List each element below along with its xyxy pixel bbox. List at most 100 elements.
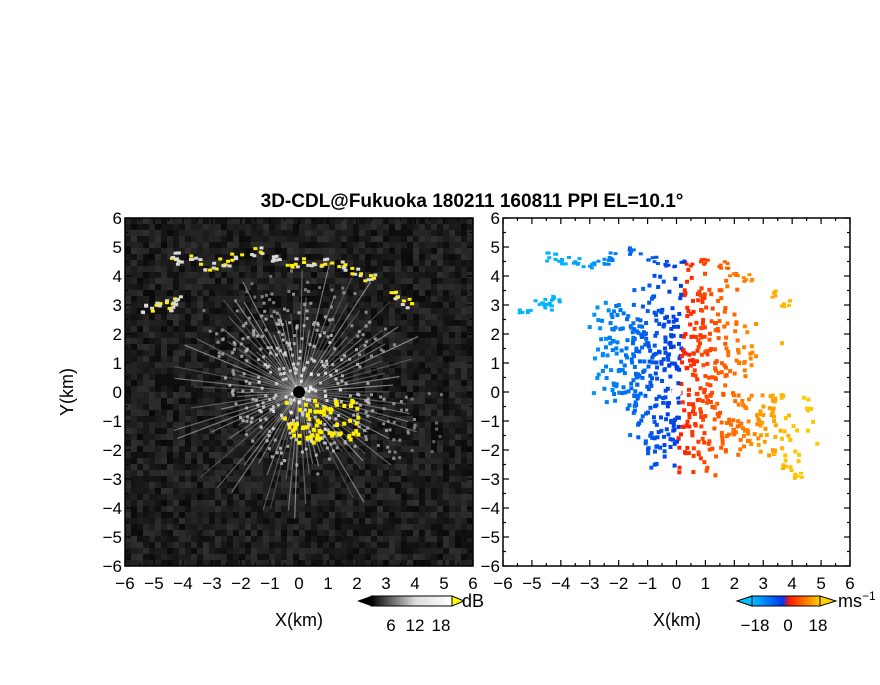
noise-cell [449, 350, 455, 356]
noise-cell [383, 266, 389, 272]
noise-cell [371, 308, 377, 314]
noise-cell [419, 494, 425, 500]
velocity-pixel [596, 260, 600, 263]
noise-cell [149, 482, 155, 488]
velocity-pixel [611, 348, 615, 352]
velocity-pixel [702, 390, 706, 394]
noise-cell [185, 302, 191, 308]
noise-cell [155, 560, 161, 566]
velocity-pixel [629, 382, 633, 386]
noise-cell [197, 362, 203, 368]
noise-cell [377, 482, 383, 488]
velocity-pixel [660, 310, 664, 314]
velocity-pixel [615, 340, 619, 344]
velocity-pixel [632, 354, 636, 358]
noise-cell [311, 254, 317, 260]
noise-cell [161, 248, 167, 254]
noise-cell [329, 536, 335, 542]
noise-cell [137, 398, 143, 404]
echo-high-patch [286, 264, 290, 267]
noise-cell [167, 464, 173, 470]
noise-cell [197, 392, 203, 398]
echo-arc-patch [275, 255, 279, 258]
y-tick-label: −6 [103, 557, 122, 576]
noise-cell [467, 452, 473, 458]
x-tick-label: −1 [260, 574, 279, 593]
noise-cell [149, 284, 155, 290]
velocity-pixel [620, 349, 624, 353]
noise-cell [155, 440, 161, 446]
noise-cell [155, 218, 161, 224]
noise-cell [131, 398, 137, 404]
noise-cell [257, 554, 263, 560]
noise-cell [467, 248, 473, 254]
noise-cell [299, 554, 305, 560]
velocity-pixel [784, 459, 788, 463]
noise-cell [407, 326, 413, 332]
echo-speckle [324, 442, 327, 445]
velocity-pixel [670, 334, 674, 338]
noise-cell [455, 536, 461, 542]
echo-speckle [240, 342, 243, 345]
noise-cell [155, 548, 161, 554]
noise-cell [275, 290, 281, 296]
x-tick-label: 4 [410, 574, 419, 593]
noise-cell [167, 434, 173, 440]
velocity-pixel [632, 303, 636, 307]
noise-cell [425, 548, 431, 554]
noise-cell [461, 560, 467, 566]
noise-cell [455, 518, 461, 524]
noise-cell [455, 506, 461, 512]
noise-cell [371, 236, 377, 242]
noise-cell [377, 272, 383, 278]
echo-speckle [366, 382, 369, 385]
noise-cell [257, 230, 263, 236]
noise-cell [149, 356, 155, 362]
noise-cell [329, 500, 335, 506]
noise-cell [221, 332, 227, 338]
noise-cell [209, 524, 215, 530]
velocity-pixel [733, 399, 737, 403]
noise-cell [425, 278, 431, 284]
noise-cell [185, 266, 191, 272]
noise-cell [461, 404, 467, 410]
velocity-pixel [727, 433, 731, 437]
noise-cell [347, 560, 353, 566]
x-tick-label: −5 [144, 574, 163, 593]
noise-cell [257, 302, 263, 308]
noise-cell [203, 548, 209, 554]
noise-cell [311, 554, 317, 560]
noise-cell [173, 506, 179, 512]
noise-cell [419, 398, 425, 404]
echo-high-patch [313, 399, 317, 403]
echo-speckle [328, 341, 331, 344]
noise-cell [215, 434, 221, 440]
velocity-pixel [645, 385, 649, 389]
noise-cell [395, 242, 401, 248]
velocity-pixel [708, 338, 712, 342]
velocity-pixel [706, 259, 710, 262]
noise-cell [395, 272, 401, 278]
noise-cell [461, 512, 467, 518]
echo-high-patch [355, 407, 359, 411]
noise-cell [455, 350, 461, 356]
noise-cell [131, 326, 137, 332]
noise-cell [167, 446, 173, 452]
echo-speckle [300, 374, 303, 377]
noise-cell [407, 266, 413, 272]
noise-cell [419, 242, 425, 248]
echo-high-patch [402, 299, 406, 302]
noise-cell [263, 512, 269, 518]
noise-cell [125, 392, 131, 398]
noise-cell [455, 542, 461, 548]
velocity-pixel [687, 393, 691, 397]
echo-high-patch [347, 434, 351, 438]
noise-cell [443, 242, 449, 248]
noise-cell [197, 530, 203, 536]
noise-cell [227, 524, 233, 530]
noise-cell [233, 476, 239, 482]
noise-cell [233, 524, 239, 530]
noise-cell [203, 314, 209, 320]
